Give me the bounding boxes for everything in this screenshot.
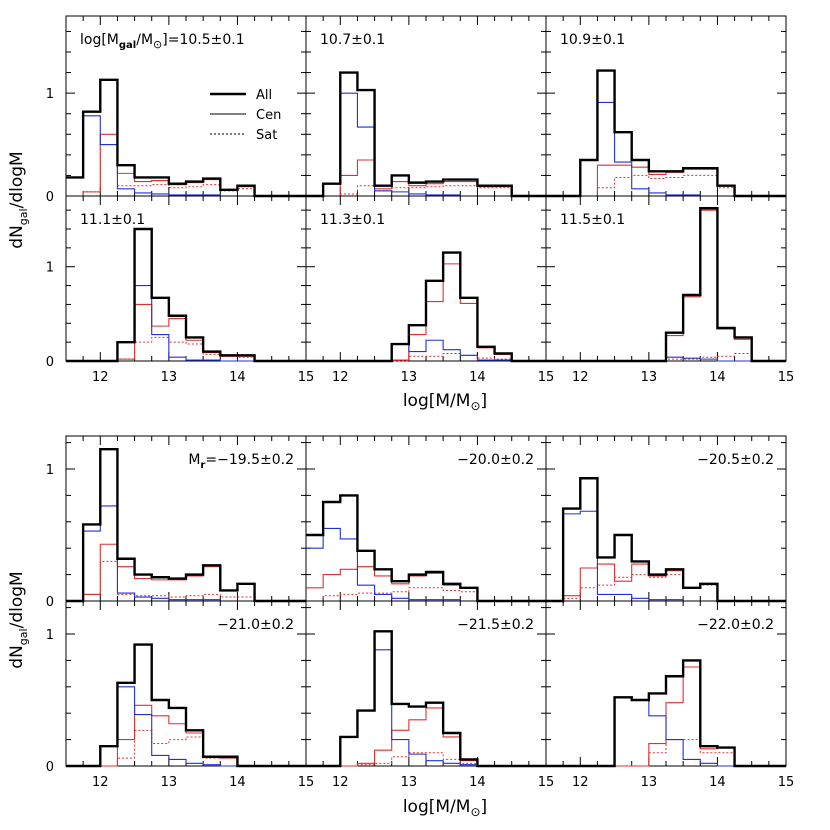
ytick-label: 0 [46, 595, 54, 610]
xtick-label: 12 [572, 370, 589, 385]
xtick-label: 13 [161, 370, 178, 385]
series-all [66, 227, 306, 363]
xtick-label: 14 [709, 370, 726, 385]
xtick-label: 15 [538, 370, 555, 385]
series-sat-dotted [306, 185, 546, 197]
panel-label: 11.3±0.1 [320, 212, 385, 228]
xtick-label: 15 [298, 775, 315, 790]
panel-12: 12 13 14 15 −22.0±0.2 [545, 600, 795, 790]
panel-5: 12 13 14 15 11.3±0.1 [305, 195, 555, 385]
top-ylabel: dNgal/dlogM [7, 151, 30, 248]
top-xlabel: log[M/M⊙] [403, 391, 487, 413]
series-cen [546, 101, 786, 197]
xtick-label: 12 [332, 775, 349, 790]
xtick-label: 14 [709, 775, 726, 790]
series-all [546, 69, 786, 198]
panel-2: 10.7±0.1 [305, 15, 547, 198]
xtick-label: 14 [229, 775, 246, 790]
xtick-label: 15 [778, 775, 795, 790]
series-all [306, 71, 546, 198]
xtick-label: 12 [572, 775, 589, 790]
ytick-label: 0 [46, 760, 54, 775]
xtick-label: 13 [641, 370, 658, 385]
xtick-label: 13 [401, 370, 418, 385]
panel-10: 0 1 12 13 14 15 −21.0±0.2 [46, 600, 315, 790]
series-all [66, 78, 306, 198]
series-all [546, 477, 786, 603]
panel-label: Mr=−19.5±0.2 [188, 452, 294, 471]
xtick-label: 14 [469, 370, 486, 385]
xtick-label: 12 [332, 370, 349, 385]
panel-6: 12 13 14 15 11.5±0.1 [545, 195, 795, 385]
series-sat [306, 159, 546, 197]
series-sat-dotted [306, 587, 546, 602]
panel-4: 0 1 12 13 14 15 11.1±0.1 [46, 195, 315, 385]
series-all [306, 251, 546, 363]
panel-label: −21.5±0.2 [457, 617, 534, 633]
bottom-xlabel: log[M/M⊙] [403, 797, 487, 819]
series-all [546, 207, 786, 363]
ytick-label: 0 [46, 355, 54, 370]
series-all [546, 659, 786, 768]
panel-7: 0 1 Mr=−19.5±0.2 [46, 435, 307, 610]
panel-11: 12 13 14 15 −21.5±0.2 [305, 600, 555, 790]
xtick-label: 13 [161, 775, 178, 790]
panel-label: −20.5±0.2 [697, 452, 774, 468]
series-cen [306, 527, 546, 602]
legend-cen-label: Cen [256, 108, 281, 123]
series-all [66, 448, 306, 603]
histogram-panels: 0 1 log[Mgal/M⊙]=10.5±0.1 10.7±0.1 10.9±0.1 0… [46, 15, 795, 790]
panel-label: −22.0±0.2 [697, 617, 774, 633]
bottom-ylabel: dNgal/dlogM [7, 571, 30, 668]
panel-label: −21.0±0.2 [217, 617, 294, 633]
series-sat [66, 543, 306, 602]
xtick-label: 15 [298, 370, 315, 385]
legend: All Cen Sat [210, 88, 281, 143]
ytick-label: 1 [46, 463, 54, 478]
panel-label: 11.1±0.1 [80, 212, 145, 228]
ytick-label: 1 [46, 628, 54, 643]
xtick-label: 15 [778, 370, 795, 385]
xtick-label: 12 [92, 370, 109, 385]
legend-sat-label: Sat [256, 128, 277, 143]
series-sat-dotted [66, 144, 306, 197]
xtick-label: 14 [469, 775, 486, 790]
legend-all-label: All [256, 88, 272, 103]
panel-label: 10.7±0.1 [320, 32, 385, 48]
panel-8: −20.0±0.2 [305, 435, 547, 603]
panel-3: 10.9±0.1 [545, 15, 787, 198]
xtick-label: 13 [401, 775, 418, 790]
panel-label: −20.0±0.2 [457, 452, 534, 468]
series-all [306, 630, 546, 768]
xtick-label: 13 [641, 775, 658, 790]
series-all [66, 643, 306, 768]
xtick-label: 14 [229, 370, 246, 385]
series-all [306, 494, 546, 603]
ytick-label: 1 [46, 87, 54, 102]
panel-label: 11.5±0.1 [560, 212, 625, 228]
panel-label: log[Mgal/M⊙]=10.5±0.1 [80, 32, 245, 51]
ytick-label: 0 [46, 190, 54, 205]
xtick-label: 12 [92, 775, 109, 790]
series-sat-dotted [66, 560, 306, 602]
xtick-label: 15 [538, 775, 555, 790]
series-cen [66, 505, 306, 602]
ytick-label: 1 [46, 261, 54, 276]
panel-9: −20.5±0.2 [545, 435, 787, 603]
panel-label: 10.9±0.1 [560, 32, 625, 48]
